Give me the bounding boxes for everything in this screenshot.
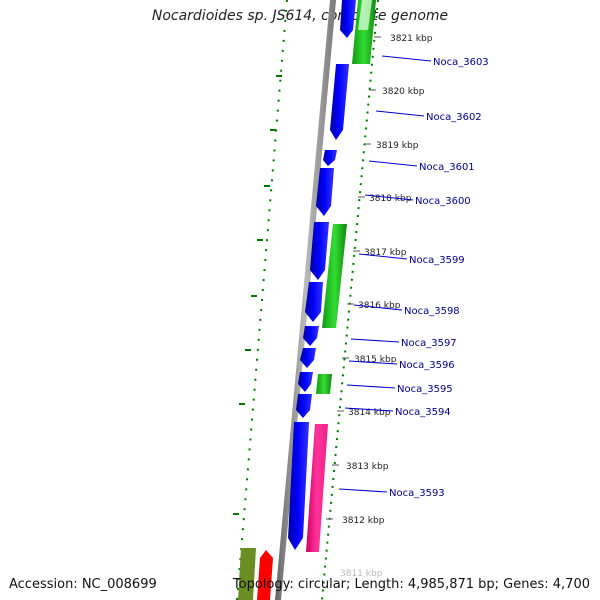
gene-label[interactable]: Noca_3597	[401, 338, 457, 349]
tick-label: 3816 kbp	[358, 301, 401, 311]
gene-label[interactable]: Noca_3598	[404, 306, 460, 317]
olive-feature[interactable]	[238, 548, 256, 600]
tick-label: 3812 kbp	[342, 516, 385, 526]
cds-noca-3595[interactable]	[298, 372, 313, 392]
kbp-scale: 3821 kbp 3820 kbp 3819 kbp 3818 kbp 3817…	[326, 34, 433, 579]
tick-label: 3817 kbp	[364, 248, 407, 258]
cds-noca-3598[interactable]	[305, 282, 323, 322]
tick-label: 3821 kbp	[390, 34, 433, 44]
cds-green-1[interactable]	[352, 0, 376, 64]
gene-label[interactable]: Noca_3593	[389, 488, 445, 499]
tick-label: 3815 kbp	[354, 355, 397, 365]
cds-noca-3602[interactable]	[330, 64, 349, 140]
gc-skew-ticks	[233, 75, 282, 515]
gc-track-outer	[236, 0, 288, 600]
pink-feature[interactable]	[306, 424, 328, 552]
cds-noca-3600[interactable]	[316, 168, 334, 216]
cds-noca-3593[interactable]	[288, 422, 309, 550]
tick-label: 3811 kbp	[340, 569, 383, 579]
red-feature[interactable]	[257, 550, 273, 600]
gene-label[interactable]: Noca_3601	[419, 162, 475, 173]
accession-text: Accession: NC_008699	[9, 577, 157, 592]
gene-label[interactable]: Noca_3602	[426, 112, 482, 123]
tick-label: 3814 kbp	[348, 408, 391, 418]
forward-cds-track	[288, 0, 356, 550]
gene-label[interactable]: Noca_3600	[415, 196, 471, 207]
cds-noca-3599[interactable]	[310, 222, 329, 280]
gene-labels: Noca_3603 Noca_3602 Noca_3601 Noca_3600 …	[338, 55, 489, 499]
tick-label: 3820 kbp	[382, 87, 425, 97]
tick-label: 3819 kbp	[376, 141, 419, 151]
cds-noca-3601[interactable]	[323, 150, 337, 166]
cds-noca-3596[interactable]	[300, 348, 316, 368]
gene-label[interactable]: Noca_3599	[409, 255, 465, 266]
cds-noca-3597[interactable]	[303, 326, 319, 346]
cds-green-3[interactable]	[316, 374, 332, 394]
gene-label[interactable]: Noca_3596	[399, 360, 455, 371]
cds-green-2[interactable]	[322, 224, 347, 328]
genome-summary-text: Topology: circular; Length: 4,985,871 bp…	[232, 577, 590, 592]
tick-label: 3813 kbp	[346, 462, 389, 472]
tick-label: 3818 kbp	[369, 194, 412, 204]
gene-label[interactable]: Noca_3594	[395, 407, 451, 418]
cds-green-1-highlight	[358, 0, 372, 30]
backbone-ring	[275, 0, 336, 600]
reverse-cds-track	[316, 0, 376, 394]
gene-label[interactable]: Noca_3603	[433, 57, 489, 68]
gene-label[interactable]: Noca_3595	[397, 384, 453, 395]
cds-noca-3603-part[interactable]	[340, 0, 356, 38]
cds-noca-3594[interactable]	[296, 394, 312, 418]
